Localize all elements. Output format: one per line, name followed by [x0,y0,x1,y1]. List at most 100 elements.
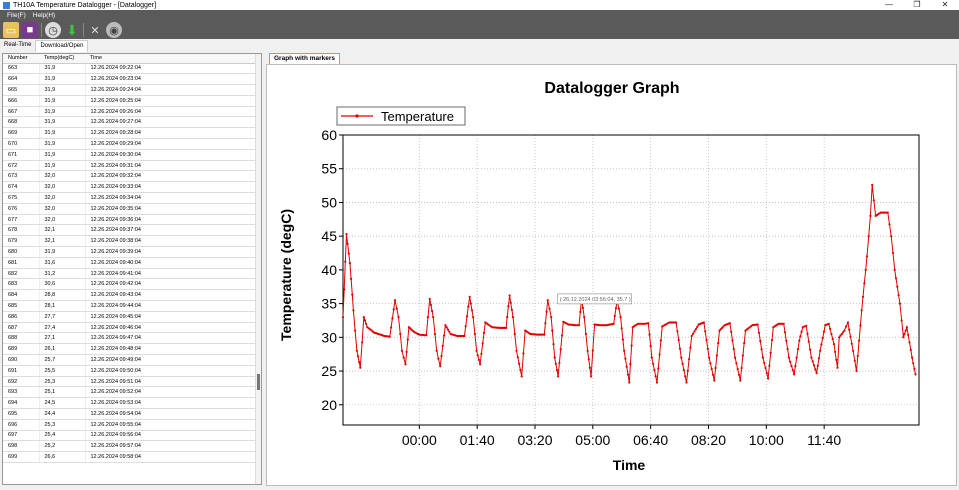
data-point[interactable] [404,363,407,366]
data-point[interactable] [347,252,350,255]
data-point[interactable] [732,347,735,351]
data-point[interactable] [843,329,846,332]
data-point[interactable] [482,331,486,334]
data-point[interactable] [834,350,837,353]
data-point[interactable] [545,310,548,313]
data-point[interactable] [577,324,581,327]
data-point[interactable] [827,322,830,325]
data-point[interactable] [554,362,557,365]
data-point[interactable] [741,354,744,357]
data-point[interactable] [406,338,409,341]
data-point[interactable] [587,358,590,361]
folder-open-icon[interactable]: ▭ [3,22,19,38]
data-point[interactable] [395,307,398,310]
data-point[interactable] [907,333,910,336]
data-point[interactable] [767,377,770,380]
table-row[interactable]: 677 32,0 12.26.2024 09:36:04 [3,214,257,226]
data-point[interactable] [390,326,393,329]
data-point[interactable] [365,322,368,325]
table-row[interactable]: 671 31,9 12.26.2024 09:30:04 [3,149,257,161]
data-point[interactable] [590,375,593,378]
data-point[interactable] [574,324,577,327]
data-point[interactable] [520,375,523,378]
data-point[interactable] [787,356,791,359]
data-point[interactable] [629,363,632,366]
data-point[interactable] [849,335,852,338]
data-point[interactable] [865,255,869,258]
data-point[interactable] [688,358,691,361]
data-point[interactable] [715,354,718,357]
data-point[interactable] [897,294,900,297]
data-point[interactable] [649,345,652,348]
data-point[interactable] [511,316,515,319]
data-point[interactable] [555,369,559,372]
data-point[interactable] [463,334,466,338]
data-point[interactable] [444,324,447,327]
column-header-temp[interactable]: Temp(degC) [39,54,85,64]
data-point[interactable] [819,349,822,352]
data-point[interactable] [468,295,471,298]
data-point[interactable] [717,342,720,345]
data-point[interactable] [680,356,683,359]
data-point[interactable] [806,332,809,335]
data-point[interactable] [480,352,483,355]
data-point[interactable] [652,362,655,365]
data-point[interactable] [791,369,794,372]
data-point[interactable] [838,336,841,339]
data-point[interactable] [552,343,555,346]
data-point[interactable] [477,358,480,361]
data-point[interactable] [812,364,816,367]
table-row[interactable]: 695 24,4 12.26.2024 09:54:04 [3,408,257,420]
data-point[interactable] [709,362,712,365]
data-point[interactable] [391,317,394,320]
data-point[interactable] [399,332,402,336]
data-point[interactable] [546,299,549,302]
table-row[interactable]: 692 25,3 12.26.2024 09:51:04 [3,376,257,388]
data-point[interactable] [810,356,813,359]
data-point[interactable] [426,316,430,319]
data-point[interactable] [685,381,688,384]
data-point[interactable] [764,366,767,370]
maximize-button[interactable]: ❐ [913,0,921,9]
data-point[interactable] [519,368,522,372]
data-point[interactable] [400,349,404,352]
data-point[interactable] [614,307,618,310]
data-point[interactable] [690,334,693,338]
data-point[interactable] [714,366,717,370]
data-point[interactable] [648,333,651,336]
data-point[interactable] [515,349,518,352]
data-point[interactable] [740,366,743,370]
data-point[interactable] [402,356,405,359]
data-point[interactable] [913,367,916,370]
data-point[interactable] [557,375,560,378]
data-point[interactable] [684,375,687,378]
data-point[interactable] [743,342,746,345]
data-point[interactable] [817,357,821,360]
data-point[interactable] [704,330,707,333]
data-point[interactable] [706,347,709,350]
data-point[interactable] [343,288,346,291]
data-point[interactable] [696,325,699,328]
data-point[interactable] [852,349,855,352]
data-point[interactable] [830,332,833,336]
data-point[interactable] [437,357,440,360]
table-row[interactable]: 675 32,0 12.26.2024 09:34:04 [3,192,257,204]
table-row[interactable]: 690 25,7 12.26.2024 09:49:04 [3,354,257,366]
data-point[interactable] [429,303,432,307]
table-row[interactable]: 682 31,2 12.26.2024 09:41:04 [3,268,257,280]
data-point[interactable] [678,347,682,350]
data-point[interactable] [620,327,623,330]
data-point[interactable] [439,365,442,368]
data-point[interactable] [559,348,562,351]
data-point[interactable] [348,262,351,265]
data-point[interactable] [820,343,823,346]
data-point[interactable] [464,325,467,328]
data-point[interactable] [576,324,579,327]
data-point[interactable] [584,332,587,336]
data-point[interactable] [869,214,872,217]
table-row[interactable]: 670 31,9 12.26.2024 09:29:04 [3,138,257,150]
data-point[interactable] [522,352,525,355]
data-point[interactable] [681,362,684,365]
data-point[interactable] [831,337,834,341]
data-point[interactable] [798,339,801,342]
